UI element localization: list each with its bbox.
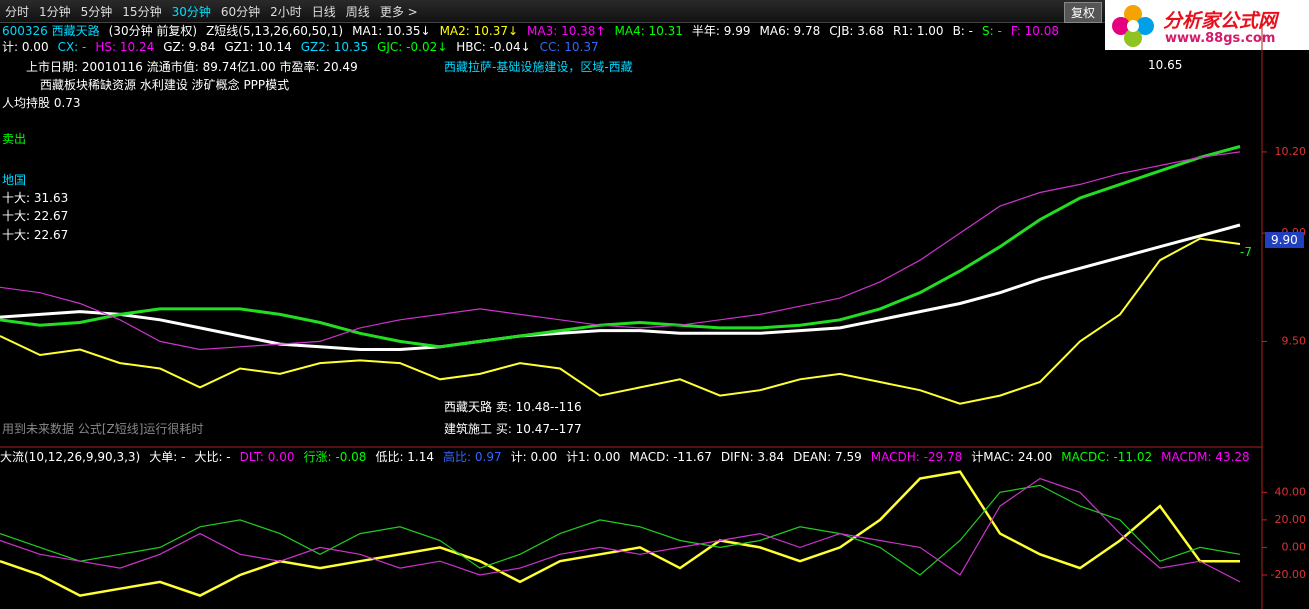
logo-url: www.88gs.com [1165, 31, 1276, 46]
tab[interactable]: 5分钟 [80, 5, 113, 19]
indicator-value: 大流(10,12,26,9,90,3,3) [0, 450, 141, 464]
indicator-value: GZ1: 10.14 [224, 40, 292, 54]
annotation: 10.65 [1148, 58, 1183, 72]
tab[interactable]: 30分钟 [171, 5, 211, 19]
series-line [0, 151, 1241, 351]
annotation: 人均持股 0.73 [2, 96, 81, 110]
indicator-value: GZ: 9.84 [163, 40, 216, 54]
annotation: 上市日期: 20010116 流通市值: 89.74亿1.00 市盈率: 20.… [26, 60, 358, 74]
indicator-value: 计1: 0.00 [566, 450, 621, 464]
logo-title: 分析家公式网 [1163, 10, 1278, 32]
annotation: 地国 [2, 173, 27, 187]
annotation: 建筑施工 买: 10.47--177 [444, 422, 582, 436]
tab[interactable]: 分时 [5, 5, 30, 19]
annotation: 十大: 31.63 [2, 191, 69, 205]
annotation: 十大: 22.67 [2, 209, 69, 223]
indicator-value: S: - [982, 24, 1002, 38]
series-line [0, 477, 1241, 583]
annotation: 西藏天路 卖: 10.48--116 [444, 400, 582, 414]
info-line: 大流(10,12,26,9,90,3,3) 大单: - 大比: - DLT: 0.00… [0, 449, 1259, 465]
tab[interactable]: 2小时 [270, 5, 302, 19]
annotation: 西藏板块稀缺资源 水利建设 涉矿概念 PPP模式 [40, 78, 290, 92]
indicator-value: 高比: 0.97 [443, 450, 502, 464]
indicator-value: 半年: 9.99 [691, 24, 751, 38]
indicator-value: F: 10.08 [1010, 24, 1059, 38]
indicator-value: 计: 0.00 [2, 40, 49, 54]
indicator-value: 大单: - [149, 450, 186, 464]
annotation: 用到未来数据 公式[Z短线]运行很耗时 [2, 422, 204, 436]
tab[interactable]: 周线 [345, 5, 370, 19]
indicator-value: 600326 西藏天路 [2, 24, 100, 38]
indicator-value: MA6: 9.78 [759, 24, 821, 38]
y-tick-label: 20.00 [1275, 513, 1307, 526]
series-line [0, 223, 1241, 351]
annotation: 西藏拉萨-基础设施建设，区域-西藏 [444, 60, 633, 74]
indicator-value: HS: 10.24 [95, 40, 155, 54]
tab[interactable]: 更多 > [379, 5, 418, 19]
indicator-value: MACDC: -11.02 [1061, 450, 1153, 464]
info-line: 计: 0.00 CX: - HS: 10.24 GZ: 9.84 GZ1: 10.14 G… [2, 39, 608, 55]
annotation: 卖出 [2, 132, 27, 146]
series-line [0, 237, 1241, 405]
indicator-value: 行涨: -0.08 [303, 450, 367, 464]
indicator-value: (30分钟 前复权) [108, 24, 198, 38]
indicator-value: 大比: - [194, 450, 231, 464]
indicator-value: MA1: 10.35↓ [352, 24, 431, 38]
indicator-value: MACDH: -29.78 [870, 450, 963, 464]
indicator-value: MA3: 10.38↑ [527, 24, 606, 38]
indicator-value: GZ2: 10.35 [300, 40, 369, 54]
y-tick-label: 9.50 [1282, 334, 1307, 347]
y-tick-label: 0.00 [1282, 540, 1307, 553]
indicator-value: 计: 0.00 [510, 450, 558, 464]
tab[interactable]: 15分钟 [122, 5, 162, 19]
y-tick-label: 40.00 [1275, 485, 1307, 498]
tab[interactable]: 日线 [311, 5, 336, 19]
indicator-value: Z短线(5,13,26,60,50,1) [206, 24, 344, 38]
series-line [0, 145, 1241, 349]
indicator-value: DEAN: 7.59 [793, 450, 862, 464]
restore-button[interactable]: 复权 [1064, 2, 1103, 23]
y-tick-label: 10.20 [1275, 145, 1307, 158]
y-tick-label: -20.00 [1271, 568, 1306, 581]
tab[interactable]: 1分钟 [39, 5, 71, 19]
toolbar: 分时 1分钟 5分钟 15分钟 30分钟 60分钟 2小时 日线 周线 更多 > [0, 0, 1309, 23]
series-line [0, 484, 1241, 576]
indicator-value: GJC: -0.02↓ [377, 40, 448, 54]
indicator-value: 计MAC: 24.00 [971, 450, 1053, 464]
indicator-value: MACDM: 43.28 [1161, 450, 1250, 464]
indicator-value: 低比: 1.14 [375, 450, 435, 464]
indicator-value: MA4: 10.31 [614, 24, 683, 38]
annotation: 9.90 [1265, 232, 1304, 248]
annotation: 十大: 22.67 [2, 228, 69, 242]
indicator-value: B: - [952, 24, 973, 38]
indicator-value: R1: 1.00 [893, 24, 944, 38]
info-line: 600326 西藏天路 (30分钟 前复权) Z短线(5,13,26,60,50,1… [2, 23, 1068, 39]
indicator-value: HBC: -0.04↓ [456, 40, 531, 54]
indicator-value: CX: - [57, 40, 87, 54]
indicator-value: CJB: 3.68 [829, 24, 885, 38]
tab[interactable]: 60分钟 [220, 5, 261, 19]
logo: 分析家公式网 www.88gs.com [1105, 0, 1309, 50]
indicator-value: DLT: 0.00 [239, 450, 295, 464]
indicator-value: DIFN: 3.84 [720, 450, 785, 464]
indicator-value: CC: 10.37 [539, 40, 599, 54]
indicator-value: MA2: 10.37↓ [439, 24, 519, 38]
indicator-value: MACD: -11.67 [629, 450, 712, 464]
logo-flower [1112, 5, 1154, 47]
annotation: -7 [1240, 245, 1252, 259]
